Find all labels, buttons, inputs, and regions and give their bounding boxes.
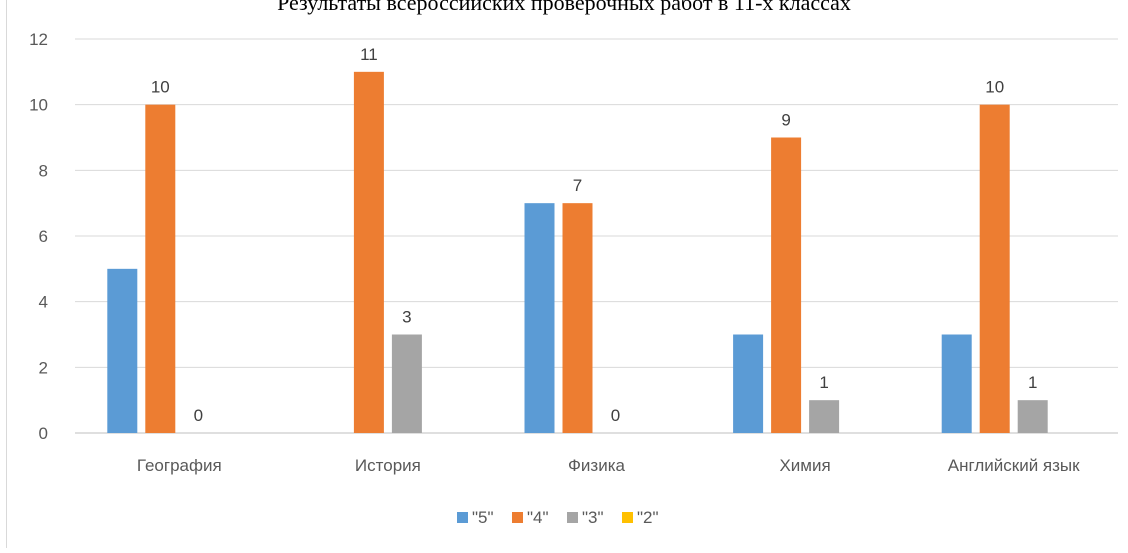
legend-swatch — [512, 512, 523, 523]
bar — [980, 105, 1010, 433]
x-tick-label: История — [355, 456, 421, 475]
y-axis: 0 2 4 6 8 10 12 — [29, 30, 48, 443]
bar — [1018, 400, 1048, 433]
y-tick-label: 10 — [29, 96, 48, 115]
y-tick-label: 0 — [39, 424, 48, 443]
x-tick-label: География — [137, 456, 222, 475]
data-label: 10 — [985, 78, 1004, 97]
x-tick-label: Физика — [568, 456, 626, 475]
bar — [145, 105, 175, 433]
bar — [771, 138, 801, 434]
bar — [525, 203, 555, 433]
data-label: 11 — [360, 45, 378, 64]
bar — [107, 269, 137, 433]
legend-label: "2" — [637, 508, 659, 527]
bars — [107, 72, 1047, 433]
data-labels: 10 0 11 3 7 0 9 1 10 1 — [151, 45, 1038, 425]
legend-swatch — [457, 512, 468, 523]
x-axis: География История Физика Химия Английский яз… — [137, 456, 1080, 475]
data-label: 1 — [1028, 373, 1037, 392]
y-tick-label: 12 — [29, 30, 48, 49]
data-label: 7 — [573, 176, 582, 195]
y-tick-label: 4 — [39, 293, 48, 312]
y-tick-label: 8 — [39, 161, 48, 180]
bar — [563, 203, 593, 433]
bar — [354, 72, 384, 433]
data-label: 1 — [819, 373, 828, 392]
bar — [809, 400, 839, 433]
x-tick-label: Английский язык — [948, 456, 1080, 475]
legend-swatch — [567, 512, 578, 523]
legend-label: "3" — [582, 508, 604, 527]
y-tick-label: 2 — [39, 358, 48, 377]
x-tick-label: Химия — [779, 456, 830, 475]
data-label: 0 — [611, 406, 620, 425]
legend-swatch — [622, 512, 633, 523]
legend: "5" "4" "3" "2" — [457, 508, 659, 527]
data-label: 9 — [781, 111, 790, 130]
bar — [942, 335, 972, 434]
legend-label: "4" — [527, 508, 549, 527]
bar — [733, 335, 763, 434]
data-label: 3 — [402, 308, 411, 327]
y-tick-label: 6 — [39, 227, 48, 246]
data-label: 10 — [151, 78, 170, 97]
chart-title: Результаты всероссийских проверочных раб… — [277, 0, 851, 15]
bar — [392, 335, 422, 434]
data-label: 0 — [194, 406, 203, 425]
legend-label: "5" — [472, 508, 494, 527]
